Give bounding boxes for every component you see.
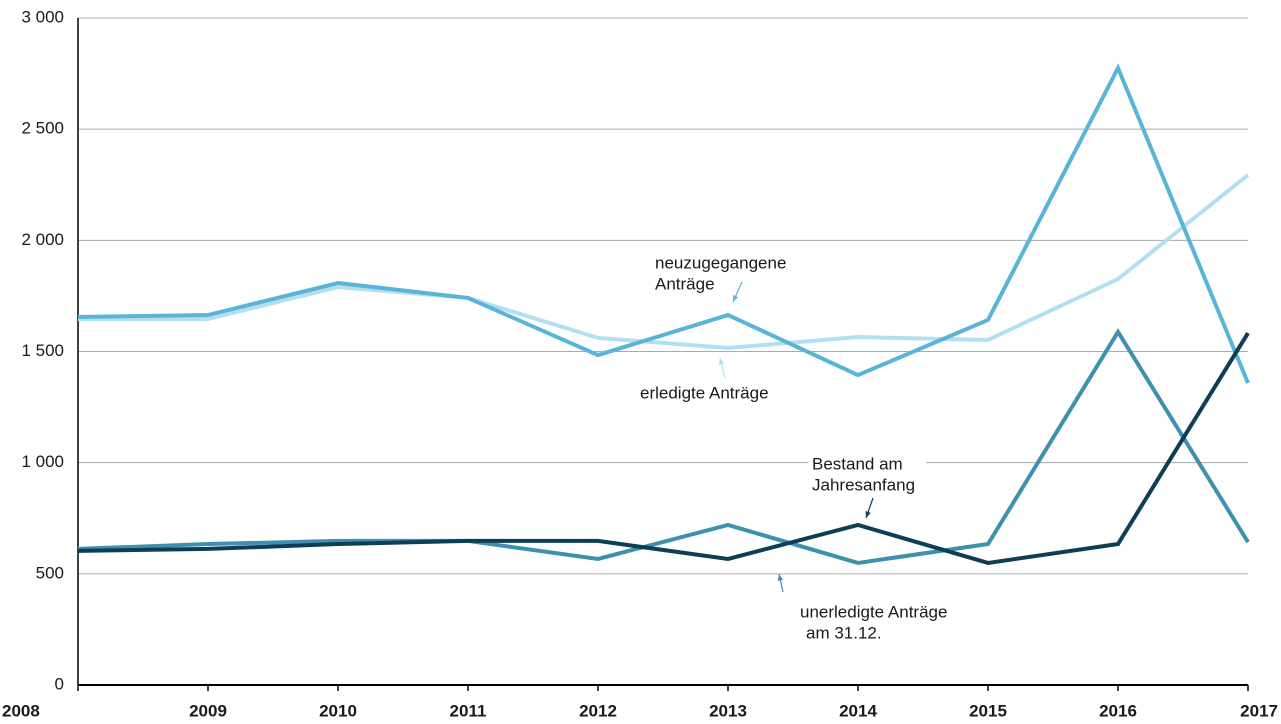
annotation-bg: [636, 382, 801, 404]
x-tick-label: 2008: [2, 701, 40, 720]
annotation-arrowhead: [777, 574, 784, 581]
annotation-bg: [808, 453, 927, 497]
series-line: [77, 328, 1250, 565]
annotation-arrowhead: [718, 358, 725, 365]
annotation: erledigte Anträge: [640, 383, 769, 402]
annotation: Jahresanfang: [812, 475, 915, 494]
x-tick-label: 2012: [579, 701, 617, 720]
annotation: unerledigte Anträge: [800, 602, 947, 621]
x-tick-label: 2013: [709, 701, 747, 720]
annotation-arrowhead: [733, 295, 739, 302]
y-tick-label: 500: [36, 563, 64, 582]
annotation: am 31.12.: [806, 623, 882, 642]
x-tick-label: 2015: [969, 701, 1007, 720]
series-line: [78, 173, 1250, 350]
y-tick-label: 3 000: [21, 7, 64, 26]
x-tick-label: 2011: [450, 701, 487, 720]
x-tick-label: 2010: [319, 701, 357, 720]
annotation: Anträge: [655, 274, 715, 293]
series-line: [77, 63, 1250, 384]
y-tick-label: 0: [55, 674, 64, 693]
x-tick-label: 2016: [1099, 701, 1137, 720]
x-tick-label: 2009: [189, 701, 227, 720]
annotation-arrowhead: [865, 511, 871, 518]
y-tick-label: 2 000: [21, 230, 64, 249]
x-tick-label: 2017: [1240, 701, 1278, 720]
y-tick-label: 2 500: [21, 119, 64, 138]
y-tick-label: 1 000: [21, 452, 64, 471]
y-tick-label: 1 500: [21, 341, 64, 360]
series-line: [77, 331, 1250, 565]
annotation-bg: [651, 252, 788, 296]
annotation-bg: [796, 601, 979, 645]
annotation: neuzugegangene: [655, 253, 786, 272]
annotation: Bestand am: [812, 454, 903, 473]
x-tick-label: 2014: [839, 701, 877, 720]
